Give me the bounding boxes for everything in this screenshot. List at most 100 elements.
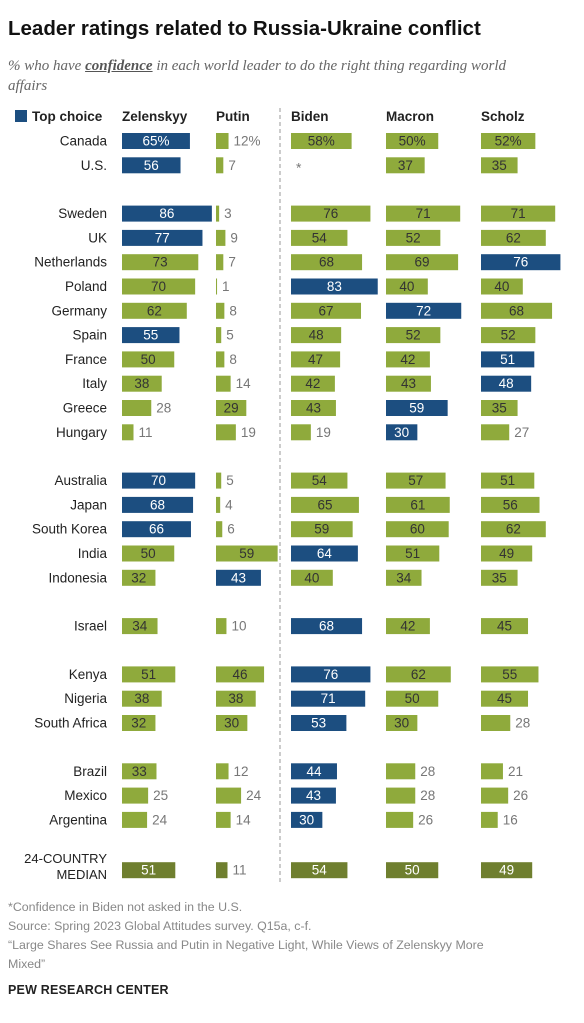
country-label-poland: Poland <box>65 279 107 294</box>
bar-top-choice <box>122 157 181 174</box>
data-label: 61 <box>410 497 425 512</box>
footnote-biden: *Confidence in Biden not asked in the U.… <box>8 900 243 914</box>
bar-top-choice <box>291 715 347 731</box>
data-label: 68 <box>509 303 524 318</box>
country-label-uk: UK <box>88 230 107 245</box>
data-label: 52 <box>406 230 421 245</box>
data-label: 37 <box>398 158 413 173</box>
data-label: 46 <box>233 667 248 682</box>
bar-top-choice <box>291 811 323 828</box>
bar <box>216 424 236 441</box>
bar-top-choice <box>216 569 261 586</box>
data-label: 55 <box>143 328 158 343</box>
bar <box>216 302 225 319</box>
bar <box>481 327 536 344</box>
data-label: 71 <box>321 691 336 706</box>
country-label-south-korea: South Korea <box>32 522 108 537</box>
bar-top-choice <box>291 690 366 707</box>
data-label: 26 <box>513 788 528 803</box>
bar <box>122 351 175 368</box>
data-label: 42 <box>400 619 415 634</box>
data-label: 76 <box>323 206 338 221</box>
bar <box>481 133 536 149</box>
bar <box>291 351 341 368</box>
data-label: 66 <box>149 522 164 537</box>
bar <box>122 302 187 319</box>
bar-top-choice <box>122 521 191 538</box>
data-label: 62 <box>411 667 426 682</box>
bar <box>481 229 546 246</box>
bar <box>386 157 425 174</box>
median-bar <box>481 862 533 879</box>
bar <box>386 205 461 222</box>
bar-top-choice <box>122 229 203 246</box>
data-label: 14 <box>236 812 252 827</box>
data-label: 38 <box>228 691 243 706</box>
bar-top-choice <box>122 327 180 344</box>
median-data-label: 50 <box>405 863 420 878</box>
not-asked-marker: * <box>296 159 302 175</box>
bar <box>122 545 175 562</box>
data-label: 55 <box>502 667 517 682</box>
data-label: 72 <box>416 303 431 318</box>
bar <box>386 787 416 804</box>
bar <box>386 545 440 562</box>
bar-top-choice <box>291 278 378 295</box>
bar <box>386 472 446 489</box>
bar-top-choice <box>481 254 561 271</box>
bar <box>122 690 162 707</box>
data-label: 43 <box>306 788 321 803</box>
bar <box>386 521 449 538</box>
data-label: 3 <box>224 206 232 221</box>
data-label: 67 <box>318 303 333 318</box>
bar <box>291 569 333 586</box>
bar <box>122 400 152 416</box>
median-bar <box>291 862 348 879</box>
data-label: 48 <box>499 376 514 391</box>
bar <box>386 763 416 780</box>
leader-ratings-chart: Top choice Zelenskyy Putin Biden Macron Schol… <box>15 108 561 883</box>
data-label: 12 <box>234 764 249 779</box>
bar <box>216 763 229 780</box>
bar <box>481 569 518 586</box>
data-label: 50% <box>399 134 426 149</box>
data-label: 35 <box>492 158 507 173</box>
data-label: 11 <box>138 425 152 440</box>
data-label: 42 <box>400 352 415 367</box>
data-label: 34 <box>132 619 148 634</box>
data-label: 43 <box>306 401 321 416</box>
data-label: 64 <box>317 546 333 561</box>
country-label-netherlands: Netherlands <box>34 255 107 270</box>
data-label: 35 <box>492 401 507 416</box>
column-header-biden: Biden <box>291 109 329 124</box>
data-label: 86 <box>159 206 174 221</box>
data-label: 65% <box>142 134 169 149</box>
data-label: 25 <box>153 788 168 803</box>
footnote-source: Source: Spring 2023 Global Attitudes sur… <box>8 919 312 933</box>
data-label: 51 <box>500 352 515 367</box>
data-label: 76 <box>513 255 528 270</box>
bar <box>122 763 157 780</box>
bar <box>386 375 431 392</box>
data-label: 19 <box>241 425 256 440</box>
data-label: 49 <box>499 546 514 561</box>
data-label: 71 <box>416 206 431 221</box>
bar-top-choice <box>386 424 418 441</box>
data-label: 62 <box>506 230 521 245</box>
bar <box>291 424 311 441</box>
footnotes: *Confidence in Biden not asked in the U.… <box>8 898 568 974</box>
country-label-kenya: Kenya <box>69 667 108 682</box>
pew-credit: PEW RESEARCH CENTER <box>8 983 169 997</box>
bar-top-choice <box>122 472 196 489</box>
data-label: 44 <box>306 764 322 779</box>
bar-top-choice <box>291 618 363 635</box>
median-bar <box>386 862 439 879</box>
data-label: 68 <box>319 619 334 634</box>
data-label: 10 <box>231 619 246 634</box>
data-label: 30 <box>224 716 239 731</box>
data-label: 69 <box>415 255 430 270</box>
bar <box>386 690 439 707</box>
bar <box>386 569 422 586</box>
country-label-australia: Australia <box>54 473 107 488</box>
data-label: 43 <box>401 376 416 391</box>
